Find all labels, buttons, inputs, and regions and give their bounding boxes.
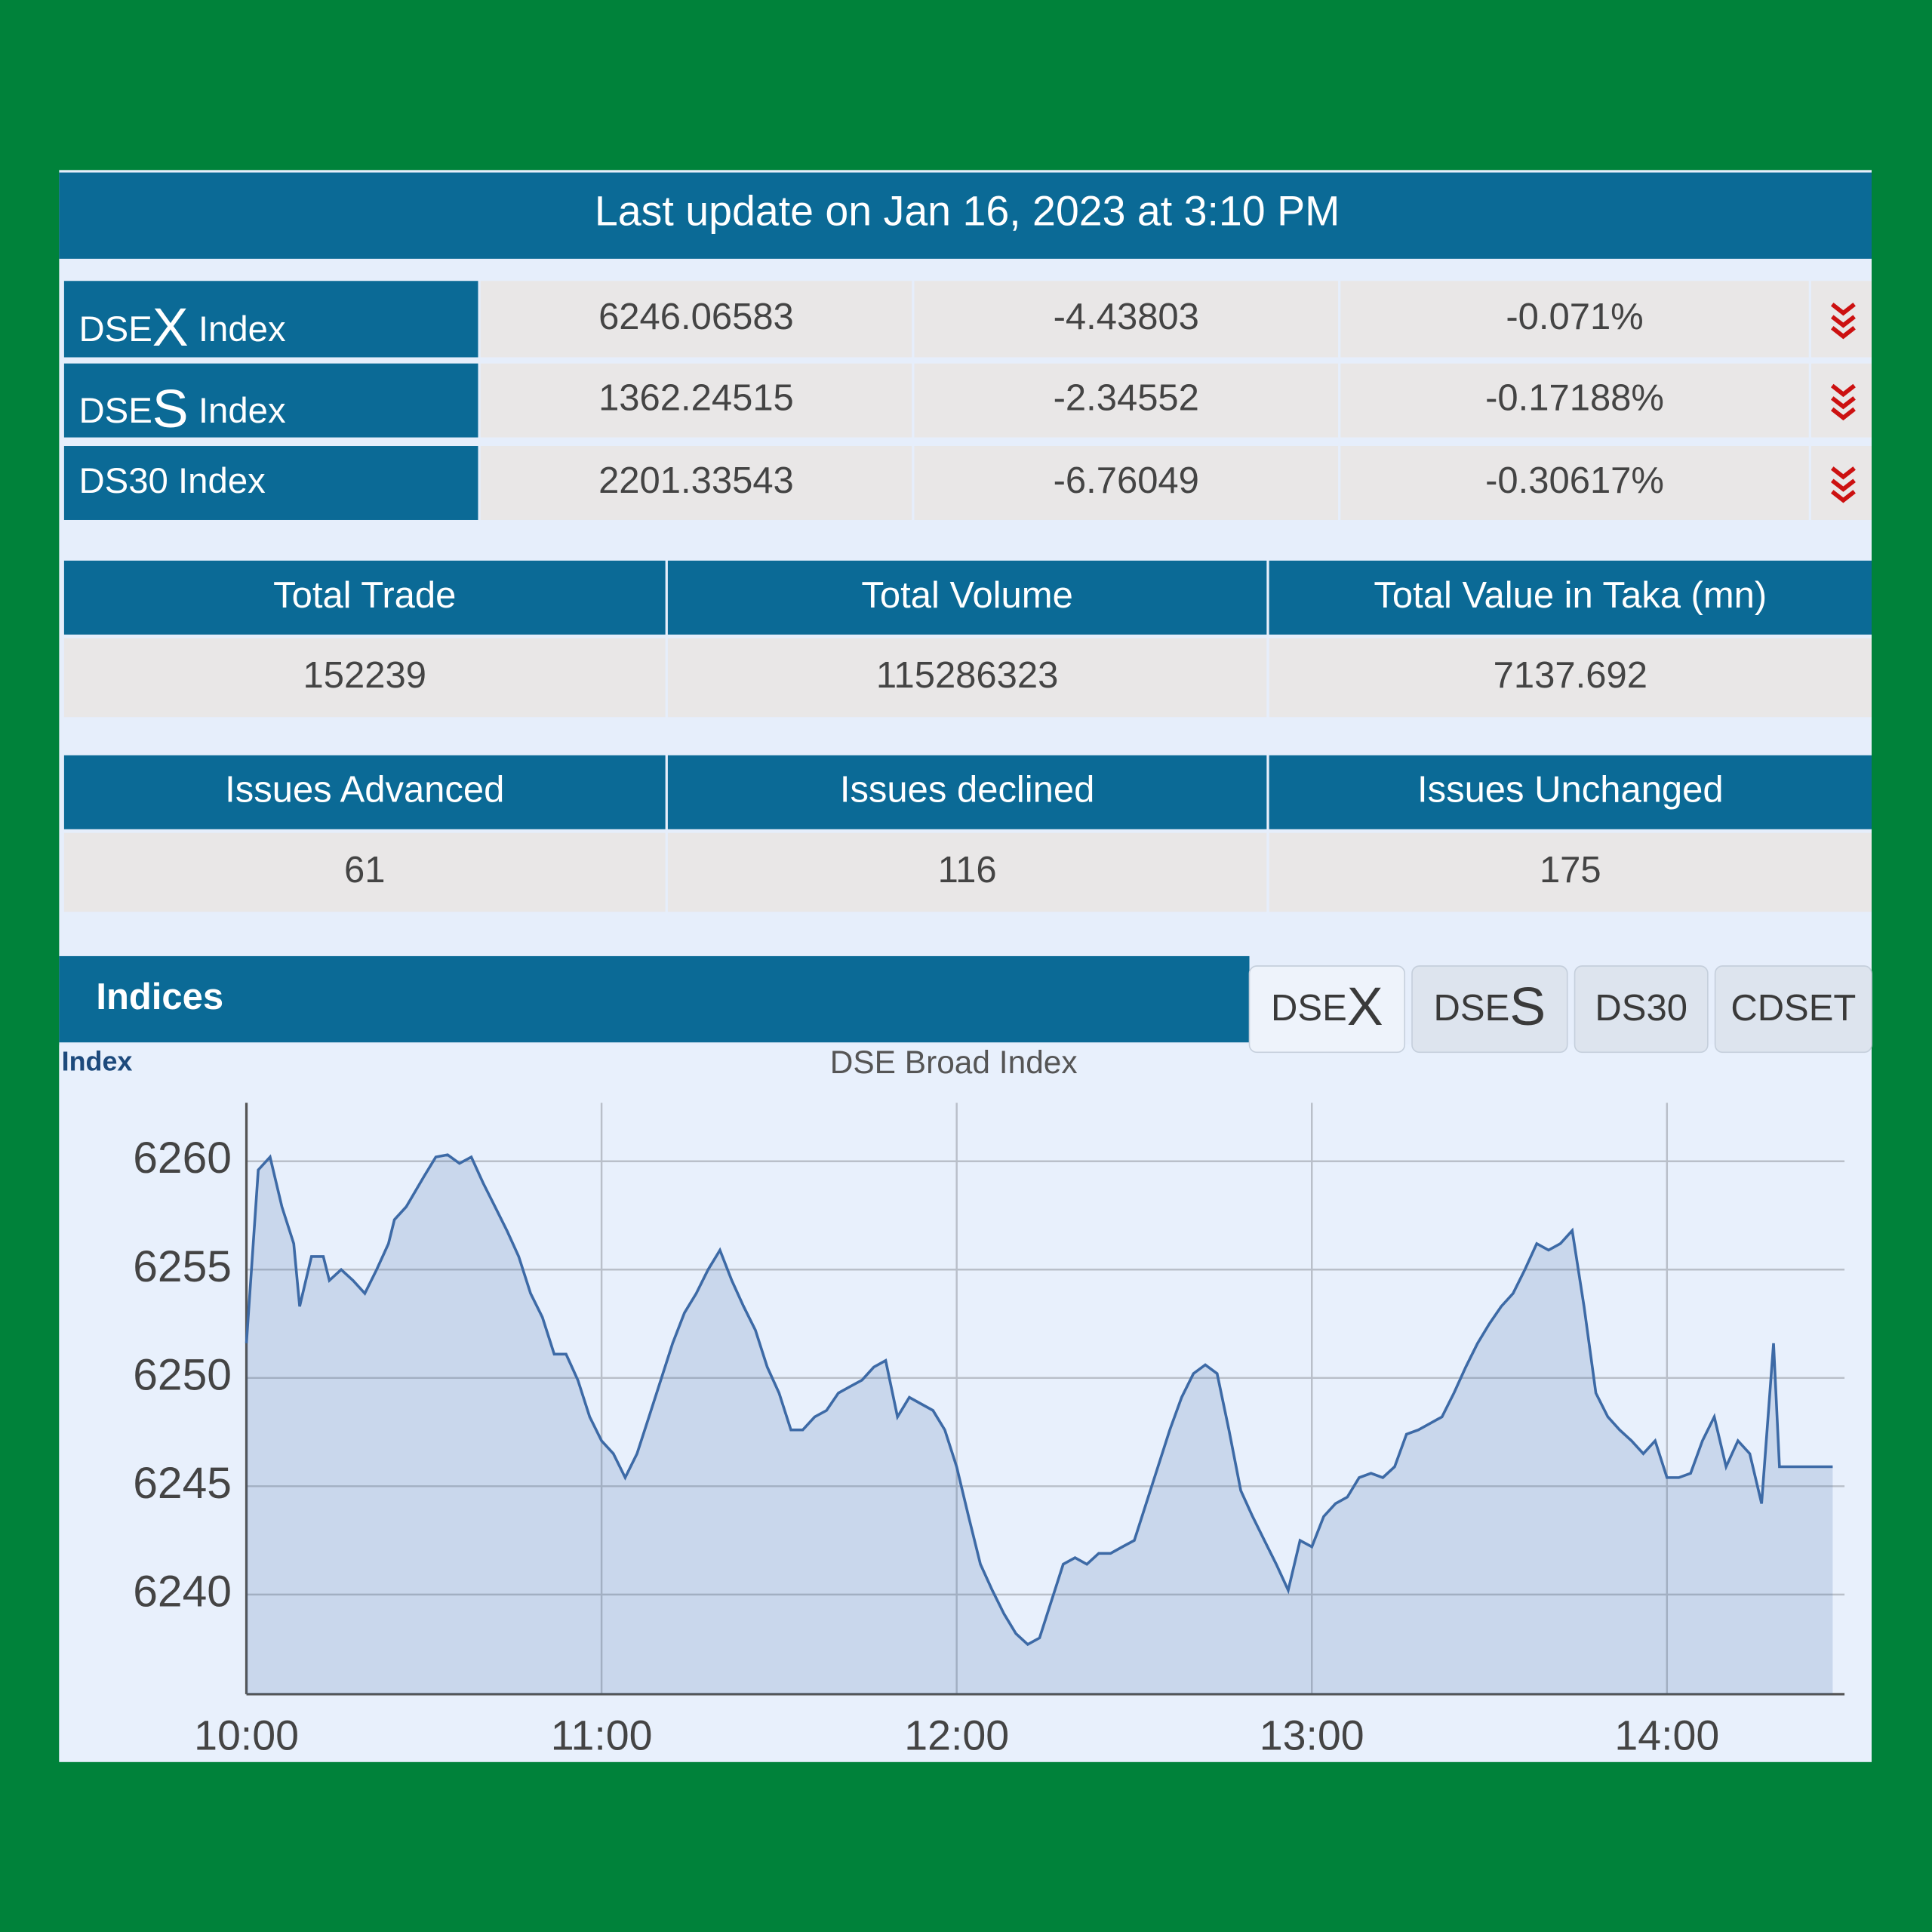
stat-value-cell [667,832,1267,912]
index-percent: -0.17188% [1485,378,1664,419]
section-title: Indices [96,977,223,1017]
index-change: -2.34552 [1054,378,1199,419]
down-arrow-icon [1831,466,1856,503]
arrow-cell [1811,363,1872,438]
stat-value: 152239 [303,655,426,696]
stat-value: 116 [938,850,997,891]
stat-value-cell [1269,638,1872,718]
stat-header-cell [1269,560,1872,635]
stat-header: Issues declined [840,770,1095,811]
stat-header: Total Trade [273,575,456,616]
stat-header: Issues Unchanged [1417,770,1724,811]
tab[interactable] [1574,965,1709,1054]
y-tick-label: 6250 [133,1350,232,1399]
index-cell [480,363,912,438]
stat-header-cell [667,560,1267,635]
tab-label-part: S [1509,977,1546,1037]
index-cell [1340,363,1809,438]
index-cell [1340,281,1809,358]
stat-header-cell [667,755,1267,829]
index-value: 6246.06583 [598,297,794,337]
stat-header-cell [63,560,666,635]
tab-label[interactable]: CDSET [1730,988,1856,1029]
index-cell [914,446,1339,520]
y-axis-label: Index [62,1045,133,1076]
index-name-part: DSE [78,390,152,430]
index-cell [914,281,1339,358]
line-area [246,1155,1833,1694]
index-name-part: DSE [78,309,152,349]
tab-label[interactable]: DS30 [1595,988,1687,1029]
tab-label-part: CDSET [1730,988,1856,1029]
stat-header-cell [1269,755,1872,829]
down-arrow-icon [1831,303,1856,340]
stat-value: 175 [1540,850,1601,891]
header-bar [59,172,1872,259]
index-cell [1340,446,1809,520]
y-tick-label: 6255 [133,1242,232,1291]
line-series [245,1153,1833,1647]
tab[interactable] [1411,965,1568,1054]
y-tick-label: 6245 [133,1459,232,1508]
arrow-cell [1811,446,1872,520]
index-name: DSES Index [78,379,286,439]
stat-value-cell [667,638,1267,718]
stat-value: 115286323 [876,655,1058,696]
stat-value-cell [1269,832,1872,912]
index-cell [914,363,1339,438]
index-cell [480,281,912,358]
x-tick-label: 13:00 [1260,1712,1364,1758]
index-value: 2201.33543 [598,460,794,501]
stat-value: 7137.692 [1494,655,1647,696]
index-percent: -0.071% [1506,297,1643,337]
chart-title: DSE Broad Index [830,1044,1078,1080]
stat-header: Total Volume [861,575,1072,616]
tab[interactable] [1248,965,1406,1054]
y-tick-label: 6260 [133,1134,232,1183]
header-title: Last update on Jan 16, 2023 at 3:10 PM [595,188,1340,235]
tab-label-part: DS30 [1595,988,1687,1029]
index-name-part: Index [189,390,286,430]
stat-header: Total Value in Taka (mn) [1374,575,1767,616]
stat-value: 61 [344,850,385,891]
index-name-cell [63,446,478,520]
index-cell [480,446,912,520]
index-percent: -0.30617% [1485,460,1664,501]
tab[interactable] [1714,965,1872,1054]
tab-label-part: DSE [1271,988,1347,1029]
x-tick-label: 12:00 [904,1712,1009,1758]
index-name-part: X [152,297,189,358]
stat-value-cell [63,832,666,912]
index-name-part: S [152,379,189,439]
x-tick-label: 14:00 [1614,1712,1719,1758]
y-tick-label: 6240 [133,1567,232,1616]
stat-header-cell [63,755,666,829]
index-name-cell [63,363,478,438]
x-tick-label: 11:00 [551,1712,653,1758]
stat-value-cell [63,638,666,718]
index-name-part: Index [189,309,286,349]
arrow-cell [1811,281,1872,358]
tab-label-part: X [1347,977,1383,1037]
section-bar [59,955,1250,1043]
index-name: DSEX Index [78,297,286,358]
index-change: -4.43803 [1054,297,1199,337]
index-value: 1362.24515 [598,378,794,419]
index-change: -6.76049 [1054,460,1199,501]
stat-header: Issues Advanced [225,770,504,811]
down-arrow-icon [1831,383,1856,421]
tab-label[interactable]: DSES [1434,977,1546,1037]
index-name-cell [63,281,478,358]
tab-label[interactable]: DSEX [1271,977,1383,1037]
index-name: DS30 Index [78,460,266,500]
index-name-part: DS30 Index [78,460,266,500]
chart-area [59,1044,1872,1762]
x-tick-label: 10:00 [194,1712,299,1758]
tab-label-part: DSE [1434,988,1510,1029]
